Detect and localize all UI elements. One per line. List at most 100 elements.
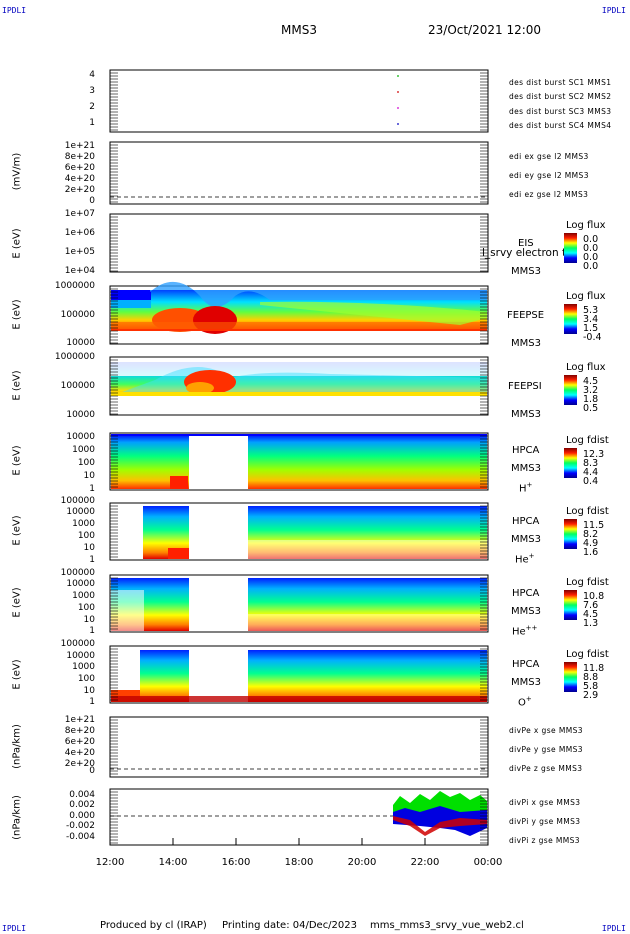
legend-divpe-y: divPe y gse MMS3 — [509, 745, 583, 754]
hpca-o-ytick: 100000 — [60, 639, 95, 649]
legend-edi-ex: edi ex gse l2 MMS3 — [509, 152, 589, 161]
hpca-o-ytick: 1000 — [72, 662, 95, 672]
legend-edi-ez: edi ez gse l2 MMS3 — [509, 190, 589, 199]
header-datetime: 23/Oct/2021 12:00 — [428, 23, 542, 37]
feepsi-ytick: 10000 — [66, 410, 95, 420]
hpca-h-ytick: 100 — [77, 458, 95, 468]
feepse-instrument: FEEPSE — [507, 310, 545, 321]
hpca-hepp-ytick: 10 — [83, 615, 95, 625]
hpca-he-ytick: 100000 — [60, 496, 95, 506]
hpca-h-colorbar-title: Log fdist — [566, 435, 609, 446]
hpca-h-ytick: 10000 — [66, 432, 95, 442]
hpca-h-ytick: 10 — [83, 471, 95, 481]
panel-feepsi — [109, 356, 489, 416]
feepse-cb-value: 5.3 — [583, 305, 599, 316]
footer-filename: mms_mms3_srvy_vue_web2.cl — [370, 920, 524, 931]
panel-divpe — [109, 716, 489, 778]
feepse-spacecraft: MMS3 — [511, 338, 541, 349]
divpe-ytick: 1e+21 — [64, 715, 95, 725]
burst-ytick: 4 — [89, 70, 95, 80]
hpca-o-cb-value: 2.9 — [583, 690, 599, 701]
eis-cb-value: 0.0 — [583, 252, 599, 263]
burst-mark-mms4 — [397, 75, 399, 77]
hpca-he-cb-value: 11.5 — [583, 520, 605, 531]
edi-ytick: 8e+20 — [64, 152, 95, 162]
feepsi-spacecraft: MMS3 — [511, 409, 541, 420]
hpca-h-cb-value: 4.4 — [583, 467, 599, 478]
hpca-h-spacecraft: MMS3 — [511, 463, 541, 474]
hpca-o-cb-value: 8.8 — [583, 672, 599, 683]
panel-burst — [109, 69, 489, 133]
legend-burst-mms4: des dist burst SC4 MMS4 — [509, 121, 612, 130]
feepsi-instrument: FEEPSI — [508, 381, 542, 392]
hpca-hepp-cb-value: 4.5 — [583, 609, 599, 620]
hpca-he-ytick: 1000 — [72, 519, 95, 529]
hpca-h-cb-value: 0.4 — [583, 476, 599, 487]
hpca-he-cb-value: 4.9 — [583, 538, 599, 549]
hpca-hepp-colorbar-title: Log fdist — [566, 577, 609, 588]
panel-hpca-h — [109, 432, 489, 491]
feepse-ytick: 10000 — [66, 338, 95, 348]
hpca-o-species-charge: + — [525, 695, 532, 703]
eis-colorbar — [564, 233, 577, 263]
hpca-he-species: He+ — [515, 552, 535, 565]
eis-overlay-label: l_srvy electron to — [482, 247, 573, 259]
hpca-he-colorbar — [564, 519, 577, 549]
corner-tag-bottom-left: IPDLI — [2, 924, 27, 933]
header-spacecraft: MMS3 — [281, 23, 317, 37]
edi-ytick: 4e+20 — [64, 174, 95, 184]
hpca-hepp-species-charge: ++ — [525, 624, 538, 632]
edi-ytick: 0 — [89, 196, 95, 206]
hpca-o-spacecraft: MMS3 — [511, 677, 541, 688]
panel-divpi — [109, 788, 489, 846]
hpca-hepp-cb-value: 10.8 — [583, 591, 605, 602]
divpe-ytick: 0 — [89, 766, 95, 776]
feepse-cb-value: -0.4 — [583, 332, 602, 343]
legend-edi-ey: edi ey gse l2 MMS3 — [509, 171, 589, 180]
divpe-ytick: 2e+20 — [64, 759, 95, 769]
hpca-h-instrument: HPCA — [512, 445, 540, 456]
x-tick-label: 14:00 — [158, 857, 188, 868]
eis-cb-value: 0.0 — [583, 234, 599, 245]
divpi-ytick: -0.002 — [65, 821, 95, 831]
panel-eis — [109, 213, 489, 273]
footer-produced: Produced by cl (IRAP) — [100, 920, 207, 931]
hpca-o-ytick: 100 — [77, 674, 95, 684]
divpi-ytick: 0.004 — [69, 790, 95, 800]
x-tick-label: 22:00 — [410, 857, 440, 868]
panel-feepse — [109, 281, 489, 345]
hpca-o-instrument: HPCA — [512, 659, 540, 670]
hpca-hepp-spacecraft: MMS3 — [511, 606, 541, 617]
x-tick-label: 20:00 — [347, 857, 377, 868]
hpca-h-species: H+ — [519, 481, 532, 494]
hpca-hepp-cb-value: 1.3 — [583, 618, 599, 629]
corner-tag-top-left: IPDLI — [2, 6, 27, 15]
legend-divpe-z: divPe z gse MMS3 — [509, 764, 583, 773]
hpca-h-cb-value: 8.3 — [583, 458, 599, 469]
feepsi-cb-value: 3.2 — [583, 385, 599, 396]
hpca-hepp-ytick: 1000 — [72, 591, 95, 601]
divpi-ytick: 0.002 — [69, 800, 95, 810]
burst-mark-mms1 — [397, 123, 399, 125]
hpca-he-ytick: 10 — [83, 543, 95, 553]
hpca-he-instrument: HPCA — [512, 516, 540, 527]
eis-ytick: 1e+07 — [64, 209, 95, 219]
eis-spacecraft: MMS3 — [511, 266, 541, 277]
feepsi-colorbar — [564, 375, 577, 405]
burst-mark-mms3 — [397, 91, 399, 93]
hpca-h-ytick: 1 — [89, 484, 95, 494]
hpca-h-species-charge: + — [526, 481, 533, 489]
feepse-cb-value: 3.4 — [583, 314, 599, 325]
hpca-hepp-ytick: 10000 — [66, 579, 95, 589]
hpca-h-colorbar — [564, 448, 577, 478]
hpca-hepp-ytick: 100000 — [60, 568, 95, 578]
hpca-h-cb-value: 12.3 — [583, 449, 605, 460]
feepse-colorbar-title: Log flux — [566, 291, 606, 302]
hpca-he-cb-value: 1.6 — [583, 547, 599, 558]
feepsi-colorbar-title: Log flux — [566, 362, 606, 373]
x-tick-label: 12:00 — [95, 857, 125, 868]
burst-ytick: 1 — [89, 118, 95, 128]
hpca-hepp-colorbar — [564, 590, 577, 620]
eis-ytick: 1e+06 — [64, 228, 95, 238]
divpi-ytick: 0.000 — [69, 811, 95, 821]
